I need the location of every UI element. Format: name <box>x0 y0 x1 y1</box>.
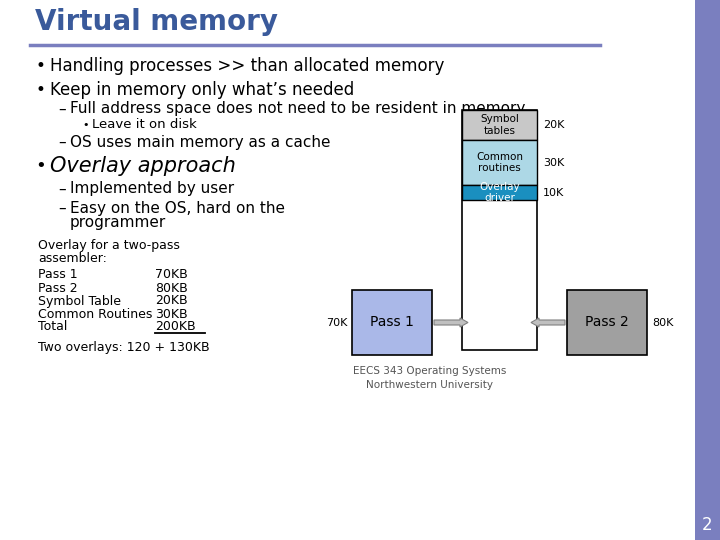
Text: EECS 343 Operating Systems
Northwestern University: EECS 343 Operating Systems Northwestern … <box>354 366 507 390</box>
Text: 10K: 10K <box>543 187 564 198</box>
Text: –: – <box>58 134 66 150</box>
Text: assembler:: assembler: <box>38 252 107 265</box>
Text: Pass 2: Pass 2 <box>585 315 629 329</box>
Text: 200KB: 200KB <box>155 321 196 334</box>
Text: •: • <box>82 120 89 130</box>
Text: •: • <box>35 57 45 75</box>
Text: 30K: 30K <box>543 158 564 167</box>
Text: 20K: 20K <box>543 120 564 130</box>
Text: •: • <box>35 81 45 99</box>
Bar <box>462 140 537 185</box>
Text: Pass 1: Pass 1 <box>370 315 414 329</box>
Text: Total: Total <box>38 321 68 334</box>
Text: programmer: programmer <box>70 215 166 231</box>
Text: Overlay
driver: Overlay driver <box>480 181 520 203</box>
Text: Common Routines: Common Routines <box>38 307 153 321</box>
Text: Virtual memory: Virtual memory <box>35 8 278 36</box>
Text: –: – <box>58 200 66 215</box>
Text: 30KB: 30KB <box>155 307 188 321</box>
Bar <box>352 290 432 355</box>
Text: –: – <box>58 181 66 197</box>
Text: Keep in memory only what’s needed: Keep in memory only what’s needed <box>50 81 354 99</box>
Text: •: • <box>35 157 46 175</box>
Bar <box>462 185 537 200</box>
FancyArrow shape <box>434 318 468 327</box>
Text: 80K: 80K <box>652 318 673 327</box>
Bar <box>567 290 647 355</box>
Text: 70K: 70K <box>325 318 347 327</box>
Bar <box>462 110 537 350</box>
Text: Overlay for a two-pass: Overlay for a two-pass <box>38 239 180 252</box>
Bar <box>695 0 720 540</box>
Text: 20KB: 20KB <box>155 294 188 307</box>
Text: Implemented by user: Implemented by user <box>70 181 234 197</box>
Text: Easy on the OS, hard on the: Easy on the OS, hard on the <box>70 200 285 215</box>
Text: Handling processes >> than allocated memory: Handling processes >> than allocated mem… <box>50 57 444 75</box>
Text: Overlay approach: Overlay approach <box>50 156 236 176</box>
Text: OS uses main memory as a cache: OS uses main memory as a cache <box>70 134 330 150</box>
Text: Two overlays: 120 + 130KB: Two overlays: 120 + 130KB <box>38 341 210 354</box>
Text: Leave it on disk: Leave it on disk <box>92 118 197 132</box>
Bar <box>462 110 537 140</box>
FancyArrow shape <box>531 318 565 327</box>
Text: Pass 2: Pass 2 <box>38 281 78 294</box>
Text: –: – <box>58 102 66 117</box>
Text: Pass 1: Pass 1 <box>38 268 78 281</box>
Text: 2: 2 <box>702 516 712 534</box>
Text: Common
routines: Common routines <box>476 152 523 173</box>
Text: 70KB: 70KB <box>155 268 188 281</box>
Text: Symbol
tables: Symbol tables <box>480 114 519 136</box>
Text: 80KB: 80KB <box>155 281 188 294</box>
Text: Full address space does not need to be resident in memory: Full address space does not need to be r… <box>70 102 526 117</box>
Text: Symbol Table: Symbol Table <box>38 294 121 307</box>
